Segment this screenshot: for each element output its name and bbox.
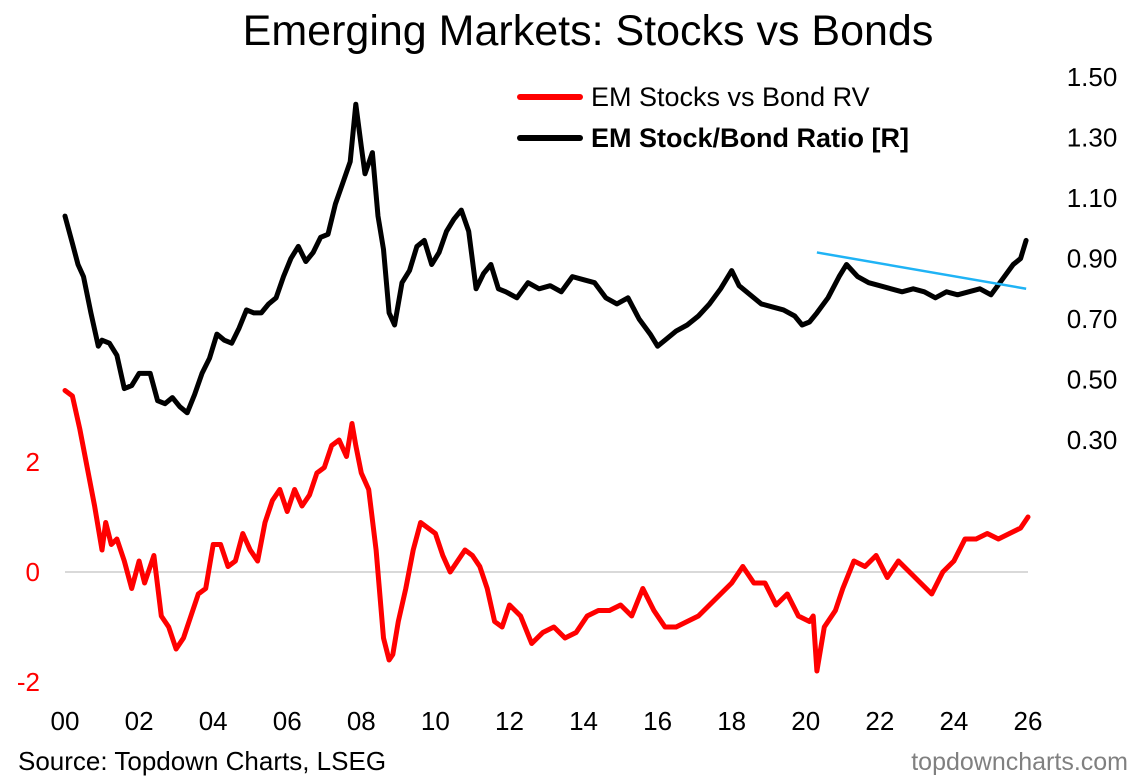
right-axis-tick-label: 0.90 <box>1067 244 1118 274</box>
x-axis-tick-label: 00 <box>51 706 80 736</box>
x-axis-tick-label: 14 <box>569 706 598 736</box>
right-axis-tick-label: 1.10 <box>1067 183 1118 213</box>
series-line-em-stock-bond-ratio <box>62 101 1029 416</box>
x-axis-tick-label: 04 <box>199 706 228 736</box>
x-axis-ticks: 00 02 04 06 08 10 12 14 16 18 20 22 24 26 <box>51 706 1043 736</box>
series-line-em-stocks-vs-bond-rv <box>62 388 1031 674</box>
trendline-annotation <box>816 251 1027 290</box>
right-axis-tick-label: 0.30 <box>1067 425 1118 455</box>
left-axis-tick-label: -2 <box>17 667 40 697</box>
right-axis-tick-label: 0.70 <box>1067 304 1118 334</box>
watermark: topdowncharts.com <box>911 748 1128 776</box>
right-axis-tick-label: 0.50 <box>1067 365 1118 395</box>
x-axis-tick-label: 06 <box>273 706 302 736</box>
left-axis-tick-label: 2 <box>26 447 40 477</box>
x-axis-tick-label: 26 <box>1014 706 1043 736</box>
legend: EM Stocks vs Bond RV EM Stock/Bond Ratio… <box>517 82 909 153</box>
source-note: Source: Topdown Charts, LSEG <box>18 746 386 776</box>
right-axis-tick-label: 1.30 <box>1067 123 1118 153</box>
series-layer <box>62 101 1031 674</box>
annotation-layer <box>816 251 1027 290</box>
x-axis-tick-label: 16 <box>643 706 672 736</box>
right-axis-ticks: 0.30 0.50 0.70 0.90 1.10 1.30 1.50 <box>1067 62 1118 455</box>
left-axis-ticks: -2 0 2 <box>17 447 40 697</box>
legend-label-ratio: EM Stock/Bond Ratio [R] <box>591 123 909 153</box>
x-axis-tick-label: 08 <box>347 706 376 736</box>
x-axis-tick-label: 10 <box>421 706 450 736</box>
chart-title: Emerging Markets: Stocks vs Bonds <box>243 7 934 55</box>
x-axis-tick-label: 02 <box>125 706 154 736</box>
legend-label-rv: EM Stocks vs Bond RV <box>591 82 870 112</box>
x-axis-tick-label: 24 <box>939 706 968 736</box>
x-axis-tick-label: 12 <box>495 706 524 736</box>
x-axis-tick-label: 20 <box>791 706 820 736</box>
x-axis-tick-label: 22 <box>865 706 894 736</box>
right-axis-tick-label: 1.50 <box>1067 62 1118 92</box>
left-axis-tick-label: 0 <box>26 557 40 587</box>
x-axis-tick-label: 18 <box>717 706 746 736</box>
